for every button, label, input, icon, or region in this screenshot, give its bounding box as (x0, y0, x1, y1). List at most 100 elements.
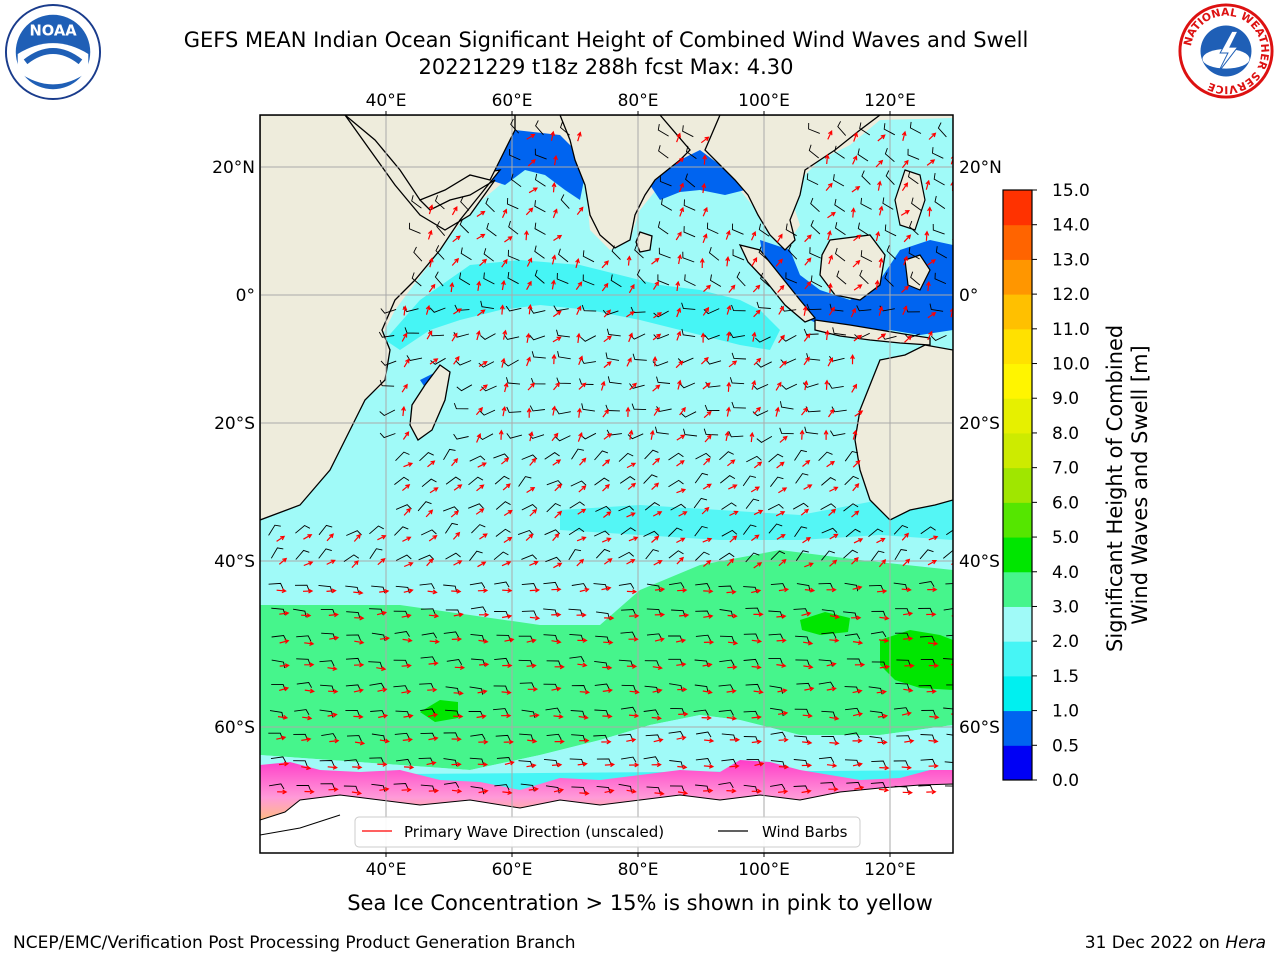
wave-direction-arrow (928, 132, 937, 140)
wind-barb (443, 732, 459, 739)
wind-barb (493, 551, 509, 561)
wave-direction-arrow (452, 531, 461, 540)
wind-barb (820, 782, 836, 789)
wave-direction-arrow (877, 134, 886, 142)
wave-direction-arrow (402, 483, 411, 492)
wave-direction-arrow (302, 588, 314, 594)
wind-barb (469, 582, 486, 589)
wave-direction-arrow (603, 309, 612, 318)
lon-label-top: 40°E (366, 91, 407, 111)
wind-barb (653, 333, 670, 340)
wind-barb (395, 451, 410, 462)
wind-barb (821, 527, 838, 534)
madagascar (409, 364, 451, 441)
wave-direction-arrow (826, 686, 837, 692)
wave-direction-arrow (500, 357, 506, 368)
wave-direction-arrow (502, 329, 508, 340)
wind-barb (657, 124, 669, 137)
wave-direction-arrow (453, 560, 463, 566)
wind-barb (483, 248, 494, 262)
wind-barb (694, 525, 708, 537)
wave-direction-arrow (378, 713, 389, 719)
wave-direction-arrow (802, 713, 813, 719)
colorbar-tick-label: 11.0 (1052, 320, 1090, 340)
wave-direction-arrow (877, 333, 887, 340)
wave-direction-arrow (903, 234, 912, 243)
wave-direction-arrow (651, 762, 662, 768)
wind-barb (669, 582, 685, 589)
wind-barb (379, 432, 396, 439)
wind-barb (627, 433, 644, 440)
wind-barb (543, 608, 558, 616)
wave-direction-arrow (303, 534, 313, 540)
wind-barb (517, 529, 534, 536)
wave-direction-arrow (551, 762, 563, 768)
wind-barb (919, 549, 934, 560)
wave-direction-arrow (427, 460, 436, 468)
wave-direction-arrow (654, 791, 665, 796)
wind-barb (544, 529, 561, 536)
wave-direction-arrow (576, 206, 584, 215)
wind-barb (343, 554, 360, 562)
wind-barb (546, 660, 562, 667)
wave-direction-arrow (751, 739, 762, 745)
wave-direction-arrow (700, 356, 709, 365)
wave-direction-arrow (726, 715, 738, 721)
wave-direction-arrow (554, 739, 565, 745)
wave-direction-arrow (652, 457, 661, 466)
wind-barb (918, 685, 934, 692)
colorbar-tick-label: 14.0 (1052, 216, 1090, 236)
wave-direction-arrow (279, 663, 290, 669)
wave-direction-arrow (851, 557, 859, 565)
wave-direction-arrow (452, 235, 461, 243)
wind-barb (794, 735, 809, 743)
wave-direction-arrow (649, 429, 655, 440)
wave-direction-arrow (401, 689, 412, 695)
wave-direction-arrow (277, 789, 288, 795)
wind-barb (434, 271, 444, 287)
wind-barb (443, 448, 456, 461)
wave-direction-arrow (626, 788, 637, 794)
wind-barb (546, 480, 563, 486)
wind-barb (859, 269, 869, 285)
wind-barb (854, 332, 870, 340)
wind-barb (843, 549, 859, 559)
wind-barb (843, 503, 859, 512)
wind-barb (594, 709, 609, 717)
wave-direction-arrow (751, 664, 762, 670)
wave-direction-arrow (829, 740, 840, 746)
wind-barb (695, 583, 711, 590)
wave-direction-arrow (829, 486, 839, 492)
wave-direction-arrow (701, 715, 712, 721)
wave-direction-arrow (702, 483, 712, 490)
wave-direction-arrow (453, 713, 464, 719)
wave-direction-arrow (753, 611, 764, 617)
wave-direction-arrow (503, 382, 509, 393)
wave-direction-arrow (852, 460, 861, 468)
wind-barb (506, 197, 519, 210)
wind-barb (896, 659, 911, 667)
wind-barb (621, 609, 637, 616)
wind-barb (743, 658, 759, 666)
wave-direction-arrow (403, 764, 415, 770)
wave-direction-arrow (603, 433, 612, 440)
wind-barb (569, 501, 585, 509)
wind-barb (720, 475, 736, 484)
wind-barb (594, 683, 610, 690)
antarctic-coast-line (260, 814, 341, 836)
wind-barb (595, 548, 611, 559)
sea-ice-caption: Sea Ice Concentration > 15% is shown in … (347, 891, 933, 915)
wind-barb (319, 660, 335, 667)
wind-barb (834, 247, 846, 262)
wave-direction-arrow (700, 136, 710, 144)
wave-direction-arrow (451, 458, 459, 467)
wave-direction-arrow (426, 760, 437, 766)
wind-barb (656, 376, 671, 384)
wind-barb (770, 760, 785, 768)
wind-barb (657, 274, 670, 286)
wave-direction-arrow (427, 589, 438, 595)
wave-direction-arrow (853, 234, 862, 242)
wave-direction-arrow (676, 556, 684, 565)
wave-direction-arrow (628, 536, 639, 542)
wave-direction-arrow (379, 636, 391, 641)
